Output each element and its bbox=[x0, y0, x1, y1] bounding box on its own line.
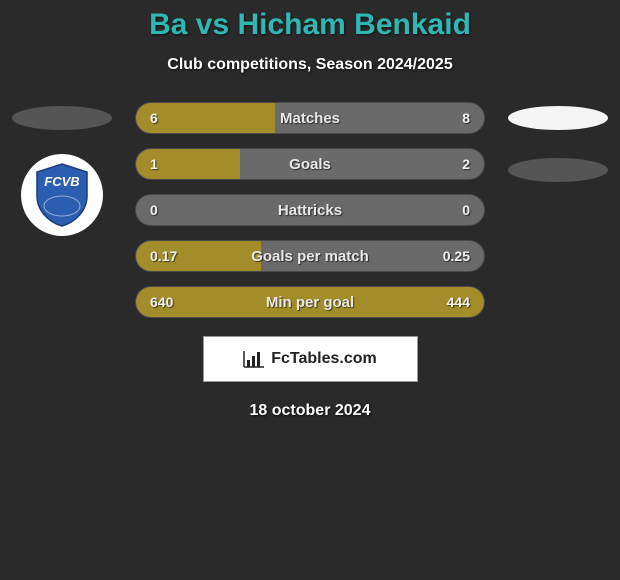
bar-chart-icon bbox=[243, 350, 265, 368]
left-club-badge: FCVB bbox=[21, 154, 103, 236]
brand-box[interactable]: FcTables.com bbox=[203, 336, 418, 382]
main-row: FCVB 68Matches 12Goals 00Hattricks 0.170.25… bbox=[0, 102, 620, 318]
shield-text: FCVB bbox=[44, 174, 79, 189]
stat-label: Hattricks bbox=[136, 195, 484, 225]
stats-bars: 68Matches 12Goals 00Hattricks 0.170.25Goals… bbox=[135, 102, 485, 318]
comparison-card: Ba vs Hicham Benkaid Club competitions, … bbox=[0, 0, 620, 420]
left-player-column: FCVB bbox=[7, 102, 117, 236]
subtitle: Club competitions, Season 2024/2025 bbox=[0, 56, 620, 74]
stat-label: Goals bbox=[136, 149, 484, 179]
stat-label: Matches bbox=[136, 103, 484, 133]
stat-bar: 12Goals bbox=[135, 148, 485, 180]
stat-bar: 640444Min per goal bbox=[135, 286, 485, 318]
right-player-ellipse-2 bbox=[508, 158, 608, 182]
page-title: Ba vs Hicham Benkaid bbox=[0, 8, 620, 42]
left-player-ellipse bbox=[12, 106, 112, 130]
brand-text: FcTables.com bbox=[271, 350, 377, 368]
stat-bar: 0.170.25Goals per match bbox=[135, 240, 485, 272]
right-player-column bbox=[503, 102, 613, 182]
right-player-ellipse-1 bbox=[508, 106, 608, 130]
date-text: 18 october 2024 bbox=[0, 402, 620, 420]
stat-bar: 68Matches bbox=[135, 102, 485, 134]
stat-label: Goals per match bbox=[136, 241, 484, 271]
shield-icon: FCVB bbox=[33, 162, 91, 228]
stat-label: Min per goal bbox=[136, 287, 484, 317]
stat-bar: 00Hattricks bbox=[135, 194, 485, 226]
